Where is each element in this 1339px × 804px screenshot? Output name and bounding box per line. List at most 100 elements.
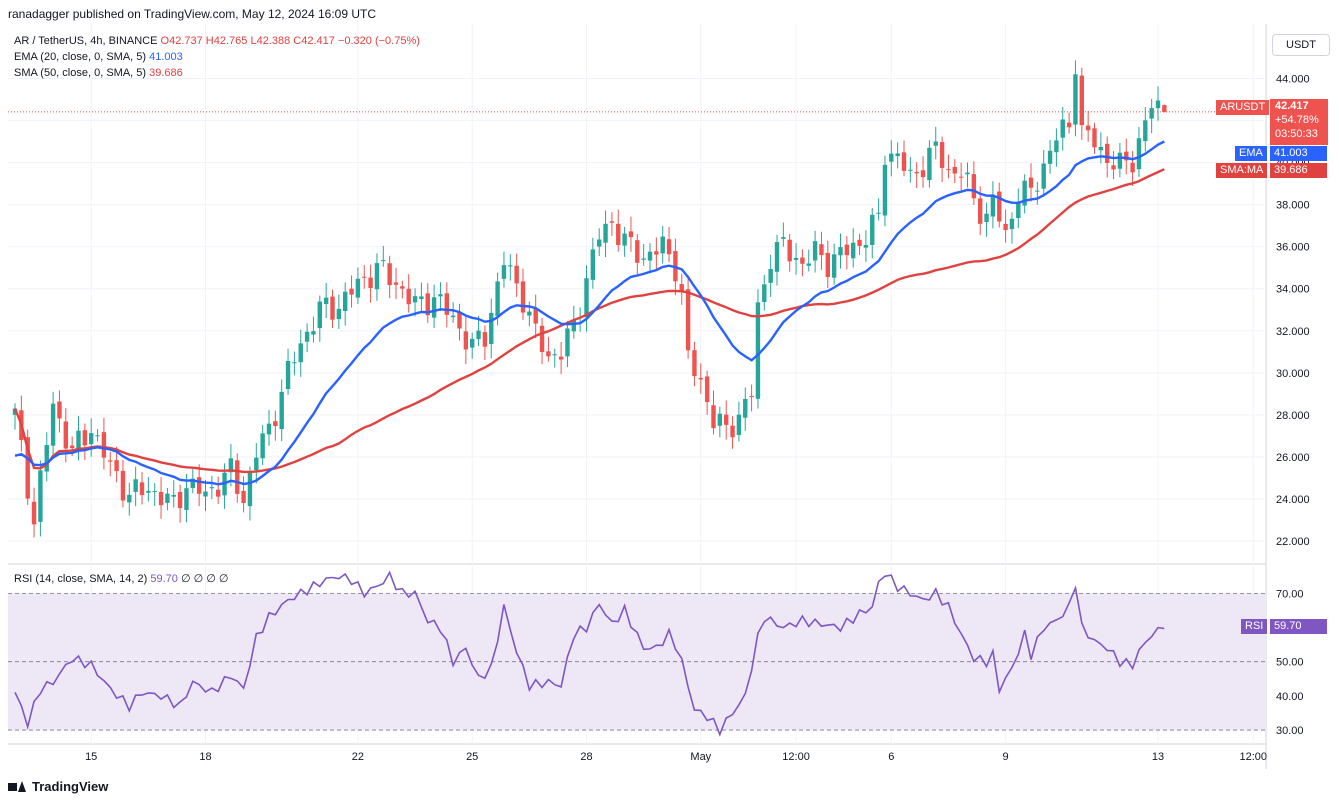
candle	[1124, 138, 1129, 175]
candle-body	[273, 421, 278, 426]
candle	[298, 329, 303, 377]
candle-body	[920, 170, 926, 178]
candle-body	[501, 265, 507, 279]
candle	[647, 243, 653, 274]
chart-area[interactable]: 22.000 24.000 26.000 28.000 30.000 32.000 34.0…	[0, 24, 1339, 769]
candle-body	[724, 414, 729, 425]
candle	[419, 282, 424, 313]
candle-body	[660, 236, 665, 254]
candle	[254, 443, 259, 484]
candle	[260, 425, 265, 466]
candle-body	[177, 491, 183, 509]
legend-ema-row[interactable]: EMA (20, close, 0, SMA, 5) 41.003	[14, 51, 183, 63]
candle-body	[139, 482, 145, 496]
candle	[552, 348, 557, 368]
candle	[82, 423, 88, 460]
candle	[698, 363, 703, 394]
candle-body	[400, 286, 405, 289]
legend-sma-row[interactable]: SMA (50, close, 0, SMA, 5) 39.686	[14, 67, 183, 79]
legend-rsi-row[interactable]: RSI (14, close, SMA, 14, 2) 59.70 ∅ ∅ ∅ …	[14, 572, 228, 585]
price-tick-label: 44.000	[1276, 74, 1310, 86]
candle-body	[939, 141, 945, 168]
candle-body	[641, 258, 646, 260]
candle	[590, 237, 596, 289]
candle-body	[520, 281, 526, 313]
candle-body	[108, 460, 113, 462]
candle-body	[1092, 128, 1097, 148]
candle	[1149, 98, 1154, 134]
candle	[851, 228, 856, 268]
time-tick-label: 13	[1152, 751, 1164, 763]
candle	[609, 212, 615, 236]
candle-body	[704, 376, 710, 403]
price-tag-change: +54.78%	[1275, 114, 1319, 126]
candle	[838, 233, 843, 269]
candle	[266, 409, 272, 446]
sma-value-tag: 39.686	[1270, 163, 1327, 178]
candle-body	[666, 239, 672, 255]
candle	[711, 390, 716, 435]
candle-body	[603, 223, 608, 243]
legend-sma-value: 39.686	[149, 67, 183, 79]
rsi-tick-label: 70.00	[1276, 588, 1304, 600]
candle	[730, 416, 735, 449]
candle	[1079, 67, 1084, 140]
candle	[895, 142, 900, 169]
candle	[927, 140, 932, 188]
candle	[939, 136, 945, 183]
candle	[431, 284, 437, 328]
candle-body	[946, 169, 951, 171]
candle	[438, 282, 443, 311]
candle	[876, 198, 881, 221]
candle-body	[431, 297, 437, 318]
candle-body	[120, 470, 126, 501]
candle	[565, 320, 570, 368]
candle-body	[711, 405, 716, 429]
candle	[171, 480, 176, 508]
candle-body	[463, 331, 469, 350]
candle-body	[228, 458, 234, 473]
candle-body	[317, 301, 322, 328]
candle	[50, 391, 56, 455]
candle-body	[698, 377, 703, 380]
candle-body	[89, 433, 94, 445]
legend-high: H42.765	[205, 35, 248, 47]
candle	[1016, 188, 1021, 229]
rsi-line	[14, 570, 1165, 737]
candle-body	[787, 239, 792, 262]
legend-rsi-value: 59.70	[150, 573, 178, 585]
candle-body	[831, 254, 837, 278]
legend-open: O42.737	[160, 35, 203, 47]
candle-body	[482, 332, 488, 347]
candle-body	[25, 437, 30, 499]
candle-body	[425, 293, 430, 316]
candle-body	[298, 343, 303, 363]
rsi-tick-label: 40.00	[1276, 691, 1304, 703]
candle	[1035, 181, 1040, 205]
candle-body	[216, 489, 221, 497]
candle	[1162, 104, 1167, 113]
candle-body	[1098, 146, 1104, 151]
candle-body	[489, 312, 494, 345]
price-tag-value: 42.417	[1275, 100, 1309, 112]
candle	[1041, 150, 1046, 197]
candle	[362, 265, 367, 289]
candle-body	[63, 421, 68, 449]
candle-body	[533, 308, 538, 324]
candle	[279, 379, 284, 442]
candle	[1092, 122, 1097, 154]
candle-body	[825, 252, 830, 277]
currency-unit-button[interactable]: USDT	[1272, 34, 1330, 56]
candle	[489, 298, 494, 359]
candle	[1003, 209, 1008, 243]
footer-brand[interactable]: TradingView	[8, 779, 108, 794]
candle-body	[323, 297, 329, 305]
candle	[393, 267, 399, 300]
candle	[793, 243, 799, 275]
candle-body	[419, 296, 424, 300]
candle	[819, 231, 824, 270]
candle-body	[806, 263, 811, 266]
candle-body	[82, 430, 88, 446]
candle	[679, 273, 684, 305]
candle	[870, 208, 875, 259]
